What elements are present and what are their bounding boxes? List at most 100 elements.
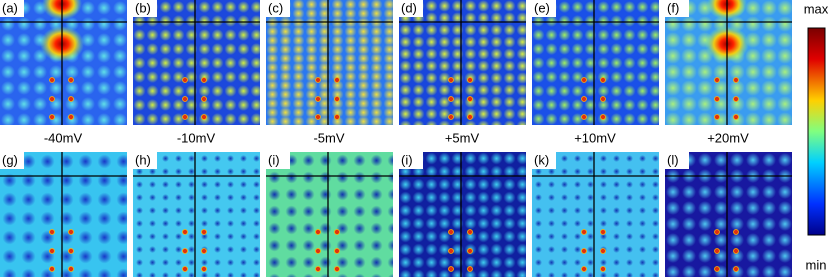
atom-marker [467,229,473,235]
atom-marker [68,229,74,235]
atom-marker [182,77,188,83]
atom-marker [49,96,55,102]
atom-marker [467,96,473,102]
map-texture [532,0,659,125]
atom-marker [600,114,606,120]
atom-marker [201,248,207,254]
atom-marker [334,77,340,83]
atom-marker [467,248,473,254]
voltage-label: +20mV [707,130,749,145]
map-texture [665,0,792,125]
atom-marker [182,229,188,235]
panel-label: (h) [135,152,151,167]
map-panel [532,0,659,125]
atom-marker [600,266,606,272]
panel-label: (b) [135,0,151,15]
map-texture [266,0,393,125]
atom-marker [201,229,207,235]
map-texture [0,152,127,277]
map-panel [266,0,393,125]
voltage-label: +10mV [574,130,616,145]
atom-marker [733,248,739,254]
panel-label-bg [665,152,689,169]
atom-marker [182,266,188,272]
atom-marker [334,266,340,272]
map-panel [266,152,393,277]
panel-label: (c) [268,0,283,15]
atom-marker [581,248,587,254]
atom-marker [733,229,739,235]
atom-marker [49,229,55,235]
atom-marker [201,77,207,83]
panel-label-bg [399,152,423,169]
atom-marker [714,229,720,235]
atom-marker [315,96,321,102]
atom-marker [182,96,188,102]
atom-marker [733,266,739,272]
atom-marker [182,248,188,254]
panel-label-bg [532,152,556,169]
atom-marker [581,229,587,235]
atom-marker [68,248,74,254]
map-texture [133,152,260,277]
map-texture [0,0,127,125]
atom-marker [467,114,473,120]
atom-marker [600,229,606,235]
panel-label-bg [0,152,24,169]
panel-label-bg [133,0,157,17]
panel-label-bg [532,0,556,17]
panel-label: (k) [534,152,549,167]
panel-label-bg [399,0,423,17]
atom-marker [733,114,739,120]
map-texture [665,152,792,277]
atom-marker [448,248,454,254]
panel-label-bg [0,0,24,17]
atom-marker [448,266,454,272]
voltage-label: -40mV [44,130,83,145]
atom-marker [714,266,720,272]
panel-label: (i) [401,152,413,167]
atom-marker [581,96,587,102]
atom-marker [600,96,606,102]
atom-marker [714,114,720,120]
atom-marker [600,248,606,254]
atom-marker [68,77,74,83]
panel-label-bg [133,152,157,169]
colorbar-min: min [806,257,827,272]
map-texture [133,0,260,125]
atom-marker [49,266,55,272]
panel-label-bg [665,0,689,17]
atom-marker [315,229,321,235]
panel-label: (e) [534,0,550,15]
atom-marker [49,114,55,120]
map-panel [399,0,526,125]
map-panel [399,152,526,277]
atom-marker [315,77,321,83]
map-texture [399,152,526,277]
atom-marker [201,114,207,120]
panel-label: (d) [401,0,417,15]
map-panel [133,0,260,125]
panel-label-bg [266,152,290,169]
atom-marker [714,96,720,102]
atom-marker [201,266,207,272]
atom-marker [334,229,340,235]
atom-marker [334,96,340,102]
atom-marker [467,266,473,272]
atom-marker [315,114,321,120]
atom-marker [714,77,720,83]
panel-label: (i) [268,152,280,167]
atom-marker [714,248,720,254]
panel-label: (l) [667,152,679,167]
atom-marker [467,77,473,83]
map-panel [665,152,792,277]
panel-label: (a) [2,0,18,15]
atom-marker [68,96,74,102]
map-panel [0,152,127,277]
atom-marker [600,77,606,83]
panel-label: (f) [667,0,679,15]
atom-marker [182,114,188,120]
atom-marker [733,77,739,83]
map-panel [532,152,659,277]
